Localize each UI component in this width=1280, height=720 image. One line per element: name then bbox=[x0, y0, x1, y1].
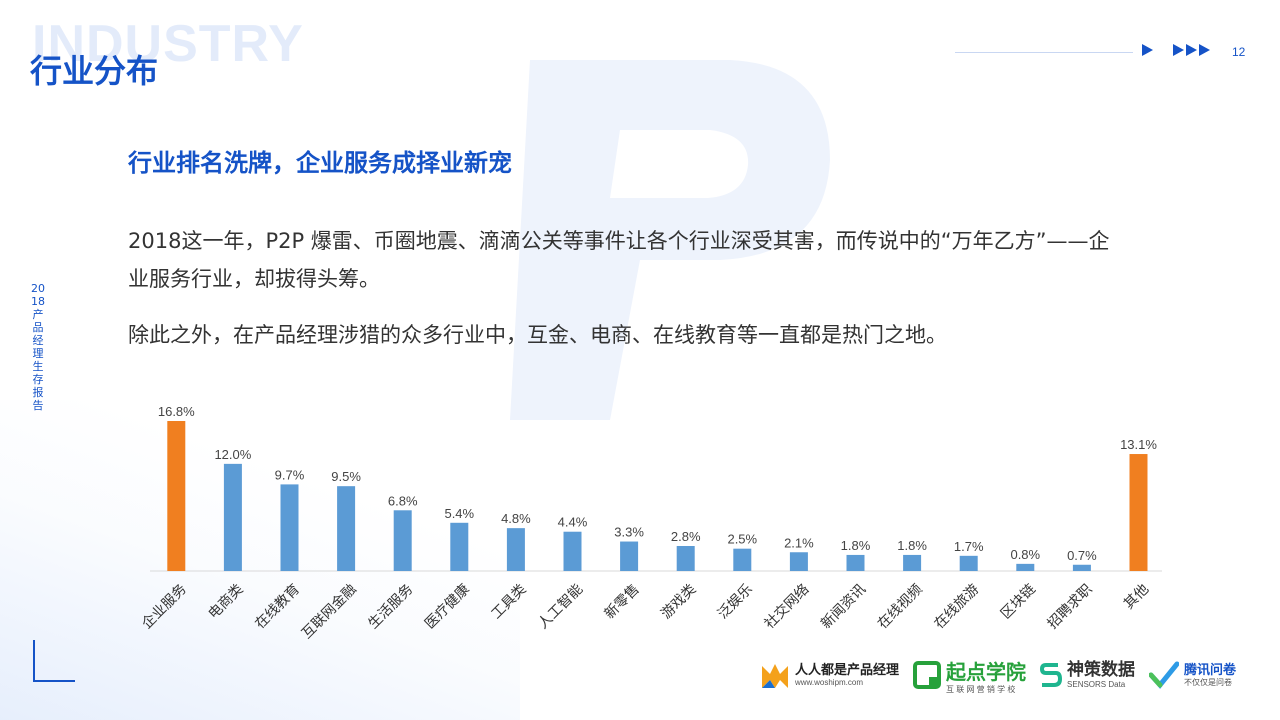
bar-10 bbox=[733, 548, 752, 571]
bar-13 bbox=[903, 554, 922, 571]
x-tick-label-14: 在线旅游 bbox=[931, 581, 982, 632]
x-tick-label-2: 在线教育 bbox=[252, 581, 303, 632]
qidian-icon bbox=[913, 661, 942, 689]
industry-bar-chart: 16.8% 企业服务 12.0% 电商类 9.7% 在线教育 9.5% 互联网金融 6.8% 生活… bbox=[138, 404, 1162, 642]
side-report-label: 2018产品经理生存报告 bbox=[31, 282, 45, 412]
qidian-logo: 起点学院 互 联 网 营 销 学 校 bbox=[913, 656, 1026, 695]
sensors-sub: SENSORS Data bbox=[1067, 679, 1126, 689]
sponsor-logos: 人人都是产品经理 www.woshipm.com 起点学院 互 联 网 营 销 … bbox=[760, 652, 1236, 698]
x-tick-label-10: 泛娱乐 bbox=[715, 581, 756, 622]
woshipm-url: www.woshipm.com bbox=[795, 677, 864, 687]
tencent-wj-sub: 不仅仅是问卷 bbox=[1184, 677, 1233, 687]
data-label-7: 4.4% bbox=[558, 515, 588, 530]
woshipm-logo: 人人都是产品经理 www.woshipm.com bbox=[760, 660, 899, 690]
woshipm-icon bbox=[762, 664, 788, 688]
corner-decoration bbox=[33, 680, 75, 682]
data-label-1: 12.0% bbox=[214, 447, 251, 462]
data-label-17: 13.1% bbox=[1120, 437, 1157, 452]
x-tick-label-13: 在线视频 bbox=[875, 581, 926, 632]
paragraph-intro: 2018这一年，P2P 爆雷、币圈地震、滴滴公关等事件让各个行业深受其害，而传说… bbox=[128, 229, 1110, 291]
arrow-icon bbox=[1173, 44, 1184, 56]
sensors-logo: 神策数据 SENSORS Data bbox=[1040, 659, 1136, 690]
x-tick-label-16: 招聘求职 bbox=[1045, 581, 1096, 632]
paragraph-hot-industries: 除此之外，在产品经理涉猎的众多行业中，互金、电商、在线教育等一直都是热门之地。 bbox=[128, 323, 947, 347]
data-label-16: 0.7% bbox=[1067, 548, 1097, 563]
x-tick-label-9: 游戏类 bbox=[658, 581, 699, 622]
bar-3 bbox=[337, 486, 356, 571]
bar-17 bbox=[1129, 454, 1148, 571]
bar-0 bbox=[167, 421, 186, 571]
x-tick-label-1: 电商类 bbox=[206, 581, 247, 622]
data-label-8: 3.3% bbox=[614, 525, 644, 540]
header-arrows bbox=[1142, 44, 1210, 60]
data-label-13: 1.8% bbox=[897, 538, 927, 553]
section-subtitle: 行业排名洗牌，企业服务成择业新宠 bbox=[128, 149, 512, 177]
data-label-11: 2.1% bbox=[784, 535, 814, 550]
arrow-icon bbox=[1186, 44, 1197, 56]
bar-6 bbox=[506, 528, 525, 571]
x-tick-label-7: 人工智能 bbox=[535, 581, 586, 632]
x-tick-label-17: 其他 bbox=[1121, 581, 1152, 612]
woshipm-name: 人人都是产品经理 bbox=[795, 662, 900, 678]
bar-15 bbox=[1016, 563, 1035, 571]
data-label-14: 1.7% bbox=[954, 539, 984, 554]
bar-9 bbox=[676, 546, 695, 571]
x-tick-label-4: 生活服务 bbox=[365, 581, 416, 632]
tencent-wj-name: 腾讯问卷 bbox=[1184, 662, 1237, 678]
x-tick-label-0: 企业服务 bbox=[138, 581, 190, 633]
bar-4 bbox=[393, 510, 412, 571]
header-watermark-word: INDUSTRY bbox=[32, 15, 304, 73]
qidian-sub: 互 联 网 营 销 学 校 bbox=[946, 684, 1016, 694]
sensors-icon bbox=[1040, 663, 1063, 687]
corner-decoration bbox=[33, 640, 35, 682]
checkmark-icon bbox=[1149, 661, 1180, 689]
x-tick-label-3: 互联网金融 bbox=[299, 581, 360, 642]
bar-5 bbox=[450, 522, 469, 571]
data-label-10: 2.5% bbox=[727, 532, 757, 547]
data-label-6: 4.8% bbox=[501, 511, 531, 526]
bar-2 bbox=[280, 484, 299, 571]
page-title: 行业分布 bbox=[30, 52, 159, 90]
bar-14 bbox=[959, 555, 978, 571]
page-number: 12 bbox=[1232, 45, 1246, 59]
bar-11 bbox=[789, 552, 808, 571]
x-tick-label-15: 区块链 bbox=[998, 581, 1039, 622]
data-label-4: 6.8% bbox=[388, 493, 418, 508]
x-tick-label-8: 新零售 bbox=[602, 581, 643, 622]
bar-7 bbox=[563, 531, 582, 571]
bar-16 bbox=[1072, 564, 1091, 571]
data-label-3: 9.5% bbox=[331, 469, 361, 484]
qidian-name: 起点学院 bbox=[946, 659, 1027, 684]
bar-12 bbox=[846, 554, 865, 571]
x-tick-label-12: 新闻资讯 bbox=[818, 581, 869, 632]
data-label-5: 5.4% bbox=[444, 506, 474, 521]
arrow-icon bbox=[1142, 44, 1153, 56]
header-divider-line bbox=[955, 52, 1133, 53]
data-label-2: 9.7% bbox=[275, 467, 305, 482]
data-label-15: 0.8% bbox=[1010, 547, 1040, 562]
x-tick-label-11: 社交网络 bbox=[761, 581, 813, 633]
x-tick-label-5: 医疗健康 bbox=[421, 581, 473, 633]
data-label-12: 1.8% bbox=[841, 538, 871, 553]
bar-1 bbox=[223, 463, 242, 571]
arrow-icon bbox=[1199, 44, 1210, 56]
x-tick-label-6: 工具类 bbox=[489, 581, 530, 622]
tencent-wj-logo: 腾讯问卷 不仅仅是问卷 bbox=[1149, 661, 1236, 689]
data-label-0: 16.8% bbox=[158, 404, 195, 419]
bar-8 bbox=[620, 541, 639, 571]
sensors-name: 神策数据 bbox=[1067, 659, 1136, 680]
data-label-9: 2.8% bbox=[671, 529, 701, 544]
